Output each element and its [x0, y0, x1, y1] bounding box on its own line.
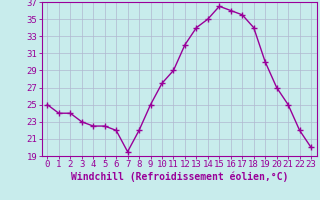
- X-axis label: Windchill (Refroidissement éolien,°C): Windchill (Refroidissement éolien,°C): [70, 172, 288, 182]
